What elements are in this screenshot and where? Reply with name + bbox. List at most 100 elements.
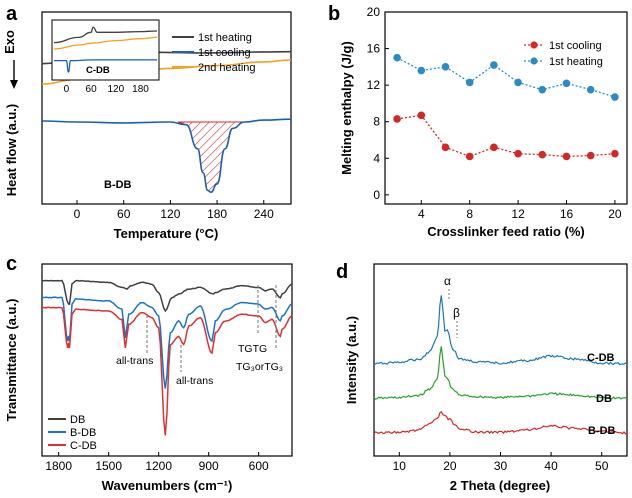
b-point-1st-heating-10 (490, 61, 498, 69)
b-ytick-label-4: 4 (373, 151, 380, 165)
panel-b: b Melting enthalpy (J/g) Crosslinker fee… (328, 3, 628, 239)
panel-b-plot-frame (384, 11, 628, 205)
legend-marker-b-heating (530, 57, 538, 65)
legend-2nd-heating: 2nd heating (198, 62, 256, 74)
a-xtick-label-120: 120 (160, 207, 180, 221)
peak-beta: β (453, 306, 460, 320)
inset-xtick-label-120: 120 (107, 84, 124, 95)
label-d-db: DB (596, 393, 612, 405)
panel-a-legend: 1st heating 1st cooling 2nd heating (172, 32, 256, 74)
b-point-1st-heating-6 (441, 63, 450, 71)
c-xtick-label-1800: 1800 (45, 459, 72, 473)
d-xtick-label-40: 40 (544, 459, 558, 473)
d-xtick-label-10: 10 (393, 459, 407, 473)
b-point-1st-heating-12 (514, 78, 522, 87)
b-point-1st-cooling-16 (562, 152, 571, 161)
b-point-1st-cooling-2 (393, 115, 401, 123)
b-point-1st-heating-14 (538, 85, 547, 94)
legend-1st-cooling: 1st cooling (198, 47, 251, 59)
exo-label: Exo (2, 30, 17, 54)
b-point-1st-heating-20 (611, 93, 619, 101)
b-ytick-label-20: 20 (367, 5, 381, 19)
panel-b-ylabel: Melting enthalpy (J/g) (339, 41, 354, 175)
inset-ticks: 0 60 120 180 (64, 84, 150, 95)
a-xtick-label-240: 240 (254, 207, 274, 221)
b-point-1st-cooling-4 (417, 111, 426, 120)
a-xtick-label-180: 180 (207, 207, 227, 221)
legend-c-db: DB (70, 414, 85, 426)
label-d-bdb: B-DB (588, 425, 616, 437)
label-d-cdb: C-DB (587, 352, 615, 364)
b-xtick-label-16: 16 (560, 207, 574, 221)
b-point-1st-heating-8 (465, 78, 474, 87)
b-point-1st-heating-2 (393, 53, 401, 62)
inset-series (53, 26, 158, 73)
panel-c-plot-frame (41, 263, 293, 457)
inset-series-1st-heating (53, 26, 158, 44)
panel-b-letter: b (328, 3, 340, 25)
c-xtick-label-900: 900 (199, 459, 219, 473)
legend-c-bdb: B-DB (70, 427, 96, 439)
b-xtick-label-20: 20 (608, 207, 622, 221)
b-line-1st-heating (396, 57, 616, 98)
panel-d: d Intensity (a.u.) 2 Theta (degree) 10 20… (336, 261, 628, 493)
b-point-1st-heating-4 (417, 66, 426, 75)
b-ytick-label-0: 0 (373, 188, 380, 202)
peak-alpha: α (444, 274, 451, 288)
inset-xtick-label-0: 0 (64, 84, 70, 95)
melting-area-hatch (178, 121, 249, 193)
c-xtick-label-1500: 1500 (95, 459, 122, 473)
c-series-B-DB (41, 296, 293, 389)
annot-tg3: TG₃orTG₃ (236, 361, 283, 373)
panel-d-xlabel: 2 Theta (degree) (450, 478, 550, 493)
panel-b-xlabel: Crosslinker feed ratio (%) (427, 224, 585, 239)
b-point-1st-cooling-20 (611, 149, 619, 158)
panel-a-annotation: B-DB (104, 179, 132, 191)
panel-c: c Transmittance (a.u.) Wavenumbers (cm⁻¹… (4, 253, 293, 493)
b-xtick-label-8: 8 (466, 207, 473, 221)
b-ytick-label-12: 12 (367, 78, 381, 92)
d-series-DB (373, 346, 628, 400)
b-point-1st-cooling-12 (514, 149, 522, 158)
c-xtick-label-1200: 1200 (145, 459, 172, 473)
legend-c-cdb: C-DB (70, 440, 97, 452)
panel-c-letter: c (6, 253, 17, 275)
b-ytick-label-16: 16 (367, 42, 381, 56)
b-point-1st-cooling-6 (441, 143, 450, 152)
series-a-1st-cooling (41, 118, 292, 194)
d-xtick-label-30: 30 (494, 459, 508, 473)
panel-a: a Exo Heat flow (a.u.) Temperature (°C) … (2, 3, 292, 241)
panel-a-plot-frame (41, 11, 292, 205)
panel-b-series (393, 53, 619, 161)
panel-d-ylabel: Intensity (a.u.) (344, 316, 359, 404)
panel-b-ticks: 4 8 12 16 20 0 4 8 12 16 20 (367, 5, 622, 221)
legend-b-heating: 1st heating (549, 56, 603, 68)
panel-a-ylabel: Heat flow (a.u.) (4, 104, 19, 196)
panel-c-series (41, 279, 293, 436)
panel-d-series (373, 295, 628, 435)
b-point-1st-cooling-8 (465, 152, 474, 161)
d-xtick-label-50: 50 (595, 459, 609, 473)
annot-all-trans-1: all-trans (116, 355, 153, 367)
d-xtick-label-20: 20 (443, 459, 457, 473)
panel-c-ylabel: Transmittance (a.u.) (4, 299, 19, 422)
legend-marker-b-cooling (530, 41, 538, 49)
b-point-1st-cooling-18 (586, 151, 595, 160)
d-series-C-DB (373, 295, 628, 366)
b-ytick-label-8: 8 (373, 115, 380, 129)
a-xtick-label-0: 0 (74, 207, 81, 221)
a-xtick-label-60: 60 (117, 207, 131, 221)
inset-xtick-label-180: 180 (132, 84, 149, 95)
b-point-1st-heating-16 (562, 79, 571, 88)
b-point-1st-cooling-14 (538, 150, 547, 159)
b-xtick-label-12: 12 (511, 207, 525, 221)
c-series-DB (41, 279, 293, 313)
panel-c-xlabel: Wavenumbers (cm⁻¹) (102, 478, 233, 493)
legend-b-cooling: 1st cooling (549, 40, 602, 52)
annot-all-trans-2: all-trans (176, 375, 213, 387)
exo-arrow-head (10, 80, 18, 89)
panel-c-legend: DB B-DB C-DB (48, 414, 97, 452)
d-series-B-DB (373, 410, 628, 435)
panel-a-xlabel: Temperature (°C) (114, 226, 219, 241)
